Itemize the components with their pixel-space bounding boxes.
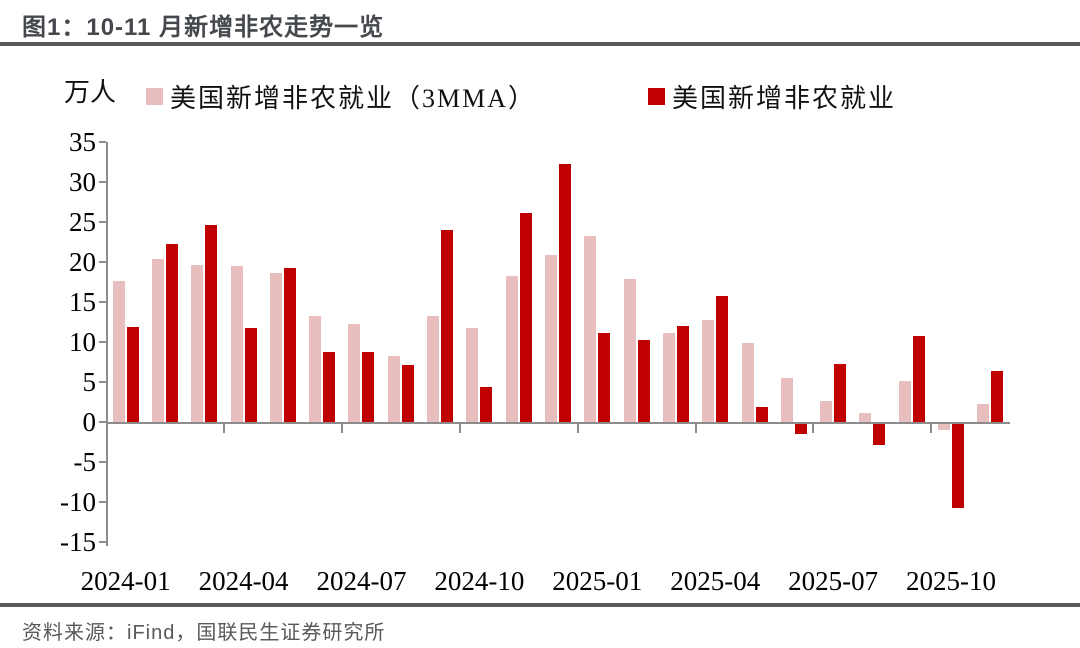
bar-3mma-2025-11 [977,404,990,422]
legend-item-3mma: 美国新增非农就业（3MMA） [146,78,536,115]
bar-3mma-2024-04 [230,266,243,422]
y-axis-tick-label: 10 [69,327,96,357]
bar-3mma-2024-11 [505,276,518,422]
y-axis-tick-label: -10 [60,487,96,517]
bar-3mma-2025-01 [584,236,597,422]
bar-actual-2025-10 [952,424,965,508]
y-axis-tick [99,421,106,423]
bar-3mma-2025-07 [820,401,833,422]
bar-actual-2025-02 [637,340,650,422]
bar-3mma-2024-01 [112,281,125,422]
bar-3mma-2025-09 [898,381,911,422]
y-axis-tick-label: 15 [69,287,96,317]
y-axis-tick [99,261,106,263]
bar-3mma-2024-02 [151,258,164,422]
x-axis-tick-label: 2024-01 [80,566,171,596]
y-axis-tick [99,341,106,343]
bar-3mma-2024-03 [191,265,204,422]
bar-actual-2024-07 [362,351,375,422]
bar-actual-2024-05 [283,267,296,422]
bar-actual-2025-03 [676,326,689,422]
title-rule [0,42,1080,46]
bar-3mma-2025-10 [938,424,951,431]
y-axis-tick [99,501,106,503]
y-axis-tick-label: 5 [82,367,97,397]
bar-actual-2024-04 [244,327,257,422]
bar-3mma-2024-06 [309,315,322,422]
y-axis-tick-label: -15 [60,527,96,557]
bar-actual-2024-11 [519,213,532,422]
y-axis-tick-label: 25 [69,207,96,237]
y-axis-tick [99,141,106,143]
x-axis-tick-label: 2024-10 [434,566,525,596]
y-axis-tick-label: 20 [69,247,96,277]
bar-actual-2024-10 [480,386,493,422]
y-axis-tick-label: -5 [73,447,97,477]
legend-item-actual: 美国新增非农就业 [648,78,896,115]
bar-actual-2024-03 [205,225,218,422]
x-axis-tick-label: 2024-04 [198,566,289,596]
y-axis-tick [99,381,106,383]
bar-actual-2025-04 [716,295,729,422]
x-axis-tick-label: 2024-07 [316,566,407,596]
bar-3mma-2024-05 [269,273,282,422]
x-axis-tick-label: 2025-04 [670,566,761,596]
bar-actual-2025-09 [912,335,925,422]
source-note: 资料来源：iFind，国联民生证券研究所 [22,622,386,644]
bar-3mma-2024-12 [545,254,557,422]
y-axis-tick-label: 0 [82,407,97,437]
x-axis-baseline [106,422,1010,424]
legend-label-actual: 美国新增非农就业 [672,84,897,113]
x-axis-tick [576,424,579,433]
bar-actual-2024-02 [165,244,178,422]
legend-label-3mma: 美国新增非农就业（3MMA） [170,84,537,113]
bar-3mma-2025-02 [623,278,636,422]
y-axis-tick [99,301,106,303]
bar-actual-2025-05 [755,406,768,422]
bar-3mma-2025-08 [859,413,872,422]
legend-swatch-3mma-icon [146,88,163,105]
y-axis-tick [99,221,106,223]
bar-actual-2025-11 [991,370,1004,422]
x-axis-tick [222,424,225,433]
y-axis-tick-label: 30 [69,167,96,197]
bar-actual-2024-08 [401,365,414,422]
x-axis-tick-label: 2025-10 [906,566,997,596]
bar-3mma-2025-05 [741,342,754,422]
y-axis-tick [99,541,106,543]
x-axis-tick [458,424,461,433]
bar-3mma-2025-03 [662,333,675,422]
footer-rule [0,603,1080,607]
bar-actual-2025-08 [873,424,886,445]
x-axis-tick [812,424,815,433]
x-axis-tick [930,424,933,433]
bar-3mma-2024-09 [427,315,440,422]
y-axis-unit-label: 万人 [64,78,117,107]
bar-3mma-2024-08 [387,356,400,422]
bar-actual-2024-06 [323,352,336,422]
bar-actual-2024-12 [559,163,571,422]
x-axis-tick-label: 2025-01 [552,566,643,596]
x-axis-tick [694,424,697,433]
bar-3mma-2024-10 [466,327,479,422]
y-axis-spine [106,142,108,546]
bar-actual-2024-01 [126,326,139,422]
x-axis-tick-label: 2025-07 [788,566,879,596]
bar-actual-2025-07 [834,364,847,422]
y-axis-tick-label: 35 [69,127,96,157]
figure-title: 图1：10-11 月新增非农走势一览 [22,14,385,41]
bar-3mma-2025-04 [702,320,715,422]
bar-3mma-2025-06 [780,378,793,422]
x-axis-tick [340,424,343,433]
bar-actual-2024-09 [441,230,454,422]
bar-3mma-2024-07 [348,323,361,422]
bar-actual-2025-06 [794,424,807,435]
bar-actual-2025-01 [598,333,611,422]
y-axis-tick [99,181,106,183]
y-axis-tick [99,461,106,463]
legend-swatch-actual-icon [648,88,665,105]
